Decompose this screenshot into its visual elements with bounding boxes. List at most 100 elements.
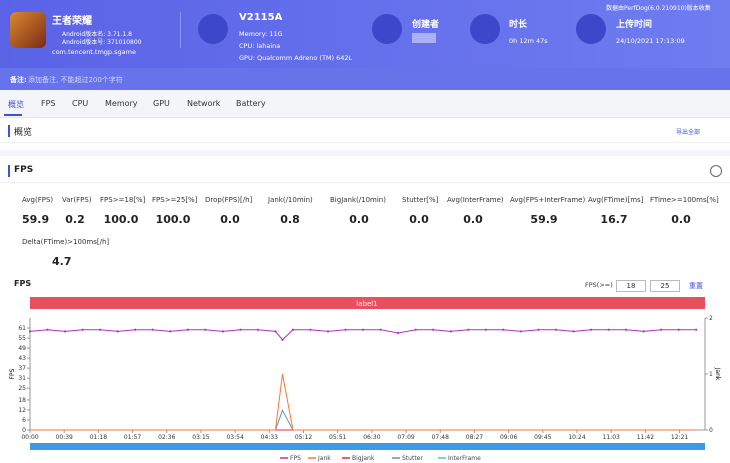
point	[537, 328, 540, 331]
section-title: FPS	[14, 165, 34, 175]
creator-icon	[372, 14, 402, 44]
y-tick-label: 49	[18, 345, 26, 352]
x-tick-label: 06:30	[363, 434, 380, 441]
point	[309, 328, 312, 331]
y-tick-label: 18	[18, 397, 26, 404]
x-tick-label: 02:36	[158, 434, 175, 441]
point	[414, 328, 417, 331]
export-all[interactable]: 导出全部	[676, 129, 701, 136]
metric-value: 0.2	[65, 213, 85, 226]
metric: Avg(FTime)[ms] 16.7	[588, 196, 643, 226]
y-tick-label: 61	[18, 325, 26, 332]
series-line	[30, 409, 697, 431]
metric-value: 59.9	[22, 213, 50, 226]
metric-label: Var(FPS)	[62, 196, 92, 204]
chart-title: FPS	[14, 279, 31, 288]
metric-label: FPS>=18[%]	[100, 196, 146, 204]
label-band	[30, 297, 705, 309]
upload-label: 上传时间	[616, 20, 653, 30]
point	[467, 328, 470, 331]
metric-value: 0.0	[220, 213, 240, 226]
legend-label[interactable]: Stutter	[402, 455, 423, 462]
metric-value: 0.0	[463, 213, 483, 226]
point	[274, 330, 277, 333]
y2-axis-label: Jank	[714, 367, 721, 381]
x-tick-label: 00:00	[21, 434, 38, 441]
reset[interactable]: 重置	[689, 282, 703, 290]
x-tick-label: 07:09	[397, 434, 414, 441]
point	[449, 330, 452, 333]
point	[256, 328, 260, 331]
point	[186, 328, 189, 331]
fps-header: FPS	[0, 160, 730, 183]
metric-value: 0.0	[409, 213, 429, 226]
point	[362, 328, 365, 331]
metric-value: 0.8	[280, 213, 300, 226]
threshold-high[interactable]: 25	[650, 280, 680, 292]
point	[589, 328, 593, 331]
x-tick-label: 05:12	[295, 434, 312, 441]
tab[interactable]: CPU	[72, 99, 89, 108]
tab[interactable]: GPU	[153, 99, 170, 108]
x-tick-label: 05:51	[329, 434, 346, 441]
scrollbar[interactable]	[30, 443, 705, 450]
metric: Jank(/10min) 0.8	[268, 196, 313, 226]
point	[281, 338, 284, 341]
note-input[interactable]: 添加备注, 不能超过200个字符	[28, 76, 123, 84]
legend-label[interactable]: BigJank	[352, 455, 375, 462]
metric-label: FTime>=100ms[%]	[650, 196, 719, 204]
tab[interactable]: 概览	[8, 100, 24, 109]
point	[344, 328, 347, 331]
threshold-low[interactable]: 18	[616, 280, 646, 292]
creator-avatar	[412, 33, 436, 43]
metric-label: Avg(InterFrame)	[447, 196, 504, 204]
y-tick-label: 25	[18, 385, 26, 392]
metric: Var(FPS) 0.2	[62, 196, 92, 226]
legend-label[interactable]: InterFrame	[448, 455, 481, 462]
section-marker	[8, 125, 10, 137]
series-line	[29, 329, 697, 341]
tab[interactable]: Network	[187, 99, 221, 108]
point	[134, 328, 137, 331]
version-name: Android版本名: 3.71.1.8	[62, 31, 132, 38]
point	[169, 330, 172, 333]
x-tick-label: 07:48	[432, 434, 449, 441]
y-tick-label: 0	[22, 427, 26, 434]
point	[63, 330, 67, 333]
tab[interactable]: Memory	[105, 99, 138, 108]
y-tick-label: 37	[18, 365, 26, 372]
point	[379, 328, 382, 331]
section-title: 概览	[14, 128, 33, 138]
divider	[180, 12, 181, 48]
metric-value: 16.7	[600, 213, 628, 226]
x-tick-label: 10:24	[568, 434, 585, 441]
point	[554, 328, 558, 331]
series-line	[30, 373, 697, 431]
cpu: CPU: lahaina	[239, 42, 281, 50]
y-axis-label: FPS	[9, 368, 16, 379]
metric: Stutter[%] 0.0	[402, 196, 438, 226]
upload-icon	[576, 14, 606, 44]
point	[572, 330, 575, 333]
section-marker	[8, 165, 10, 177]
upload-time: 24/10/2021 17:13:09	[616, 37, 685, 45]
duration: 0h 12m 47s	[509, 37, 548, 45]
y-tick-label: 12	[18, 407, 26, 414]
metric-label: Avg(FPS+InterFrame)	[510, 196, 586, 204]
collapse-button[interactable]	[710, 165, 722, 177]
point	[46, 328, 49, 331]
x-tick-label: 00:39	[56, 434, 73, 441]
metric: FTime>=100ms[%] 0.0	[650, 196, 719, 226]
tab[interactable]: FPS	[41, 99, 56, 108]
tab[interactable]: Battery	[236, 99, 266, 108]
legend-label[interactable]: Jank	[317, 455, 331, 462]
x-tick-label: 11:03	[603, 434, 620, 441]
duration-label: 时长	[509, 20, 528, 30]
point	[291, 328, 295, 331]
legend-label[interactable]: FPS	[290, 455, 301, 462]
point	[607, 328, 610, 331]
threshold-label: FPS(>=)	[585, 281, 613, 289]
point	[221, 330, 224, 333]
